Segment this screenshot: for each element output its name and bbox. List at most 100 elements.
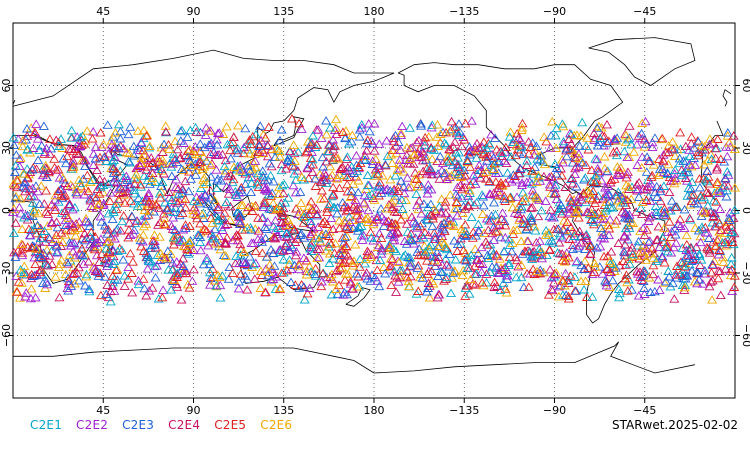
obs-marker-c2e3 <box>571 286 581 295</box>
obs-marker-c2e4 <box>664 187 675 197</box>
obs-marker-c2e2 <box>646 211 657 220</box>
obs-marker-c2e2 <box>283 245 294 254</box>
obs-marker-c2e5 <box>303 173 314 183</box>
obs-marker-c2e1 <box>462 263 473 273</box>
obs-marker-c2e1 <box>441 140 452 149</box>
obs-marker-c2e3 <box>556 200 567 210</box>
obs-marker-c2e6 <box>178 165 189 175</box>
obs-marker-c2e3 <box>203 140 214 149</box>
obs-marker-c2e4 <box>331 129 342 139</box>
obs-marker-c2e2 <box>293 209 304 219</box>
obs-marker-c2e4 <box>513 209 524 218</box>
obs-marker-c2e1 <box>129 198 140 208</box>
obs-marker-c2e3 <box>195 139 206 148</box>
obs-marker-c2e3 <box>364 126 375 136</box>
obs-marker-c2e3 <box>415 119 426 128</box>
obs-marker-c2e6 <box>274 283 285 293</box>
obs-marker-c2e3 <box>183 151 194 161</box>
obs-marker-c2e5 <box>712 177 723 186</box>
obs-marker-c2e1 <box>129 185 140 194</box>
obs-marker-c2e2 <box>54 173 65 182</box>
obs-marker-c2e1 <box>398 251 409 261</box>
obs-marker-c2e5 <box>704 179 715 188</box>
obs-marker-c2e4 <box>64 199 75 208</box>
obs-marker-c2e6 <box>437 237 448 246</box>
obs-marker-c2e1 <box>620 223 631 233</box>
obs-marker-c2e5 <box>489 277 500 287</box>
obs-marker-c2e3 <box>707 259 718 269</box>
obs-marker-c2e6 <box>612 195 623 205</box>
obs-marker-c2e4 <box>51 217 62 226</box>
obs-marker-c2e6 <box>392 165 403 174</box>
obs-marker-c2e1 <box>325 123 336 132</box>
obs-marker-c2e6 <box>57 143 68 152</box>
obs-marker-c2e5 <box>386 280 397 290</box>
obs-marker-c2e2 <box>262 217 273 226</box>
obs-marker-c2e5 <box>250 246 261 256</box>
obs-marker-c2e2 <box>167 159 178 168</box>
obs-marker-c2e5 <box>157 292 168 302</box>
obs-marker-c2e2 <box>211 165 222 174</box>
obs-marker-c2e3 <box>255 121 266 130</box>
obs-marker-c2e2 <box>259 184 270 194</box>
obs-marker-c2e6 <box>540 230 551 239</box>
obs-marker-c2e3 <box>295 230 306 240</box>
obs-marker-c2e1 <box>109 256 120 266</box>
obs-marker-c2e3 <box>669 145 680 154</box>
obs-marker-c2e5 <box>675 127 686 137</box>
obs-marker-c2e5 <box>195 218 206 228</box>
obs-marker-c2e5 <box>141 131 152 140</box>
legend-item-c2e4: C2E4 <box>168 418 201 432</box>
obs-marker-c2e3 <box>339 287 350 297</box>
obs-marker-c2e1 <box>132 201 143 210</box>
obs-marker-c2e3 <box>310 174 321 183</box>
obs-marker-c2e3 <box>63 286 74 295</box>
obs-marker-c2e1 <box>588 176 599 185</box>
obs-marker-c2e6 <box>64 250 75 260</box>
obs-marker-c2e6 <box>492 216 503 225</box>
obs-marker-c2e6 <box>138 125 149 135</box>
obs-marker-c2e6 <box>295 207 306 216</box>
obs-marker-c2e2 <box>452 182 463 192</box>
obs-marker-c2e1 <box>305 243 316 253</box>
obs-marker-c2e1 <box>323 242 334 251</box>
obs-marker-c2e3 <box>225 153 236 163</box>
obs-marker-c2e4 <box>669 294 680 303</box>
obs-marker-c2e6 <box>363 217 374 226</box>
obs-marker-c2e5 <box>342 172 353 181</box>
obs-marker-c2e1 <box>359 258 370 268</box>
obs-marker-c2e5 <box>422 269 433 278</box>
obs-marker-c2e2 <box>72 132 83 141</box>
obs-marker-c2e1 <box>681 167 692 176</box>
obs-marker-c2e4 <box>124 218 135 227</box>
obs-marker-c2e4 <box>47 259 58 268</box>
obs-marker-c2e2 <box>592 163 603 173</box>
obs-marker-c2e4 <box>153 203 164 212</box>
obs-marker-c2e4 <box>686 138 697 148</box>
obs-marker-c2e6 <box>134 233 145 242</box>
legend-item-c2e6: C2E6 <box>260 418 293 432</box>
obs-marker-c2e4 <box>73 149 84 158</box>
obs-marker-c2e6 <box>604 256 615 265</box>
obs-marker-c2e5 <box>713 273 724 283</box>
obs-marker-c2e1 <box>101 244 112 253</box>
obs-marker-c2e1 <box>590 154 601 163</box>
obs-marker-c2e3 <box>115 134 126 143</box>
obs-marker-c2e1 <box>168 149 179 158</box>
obs-marker-c2e4 <box>653 221 664 231</box>
obs-marker-c2e6 <box>332 174 343 183</box>
obs-marker-c2e4 <box>567 173 578 182</box>
obs-marker-c2e1 <box>37 269 48 279</box>
obs-marker-c2e3 <box>567 158 578 167</box>
obs-marker-c2e1 <box>504 132 515 141</box>
obs-marker-c2e2 <box>596 232 607 242</box>
obs-marker-c2e1 <box>563 276 574 285</box>
obs-marker-c2e4 <box>22 131 33 140</box>
obs-marker-c2e2 <box>527 185 538 195</box>
obs-marker-c2e1 <box>613 284 624 293</box>
obs-marker-c2e6 <box>508 225 519 235</box>
obs-marker-c2e4 <box>531 237 542 247</box>
obs-marker-c2e6 <box>191 165 202 175</box>
obs-marker-c2e4 <box>440 208 451 218</box>
obs-marker-c2e3 <box>101 289 112 299</box>
